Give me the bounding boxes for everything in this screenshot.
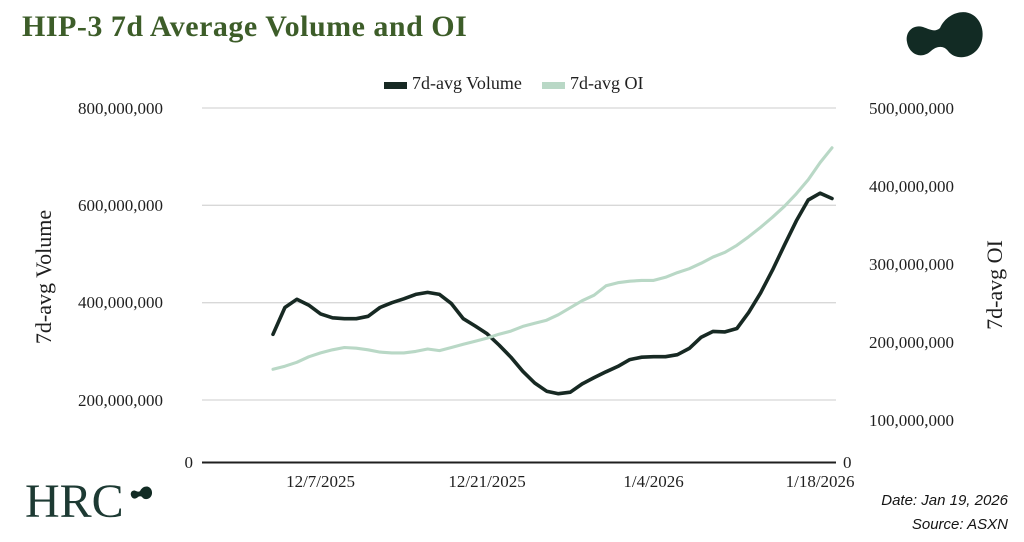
left-axis-tick: 800,000,000 (78, 98, 163, 118)
right-axis-tick: 200,000,000 (869, 332, 954, 352)
right-axis-zero-label: 0 (843, 453, 852, 472)
footer-brand: HRC (25, 475, 153, 528)
footer-date: Date: Jan 19, 2026 (881, 492, 1008, 509)
page-title: HIP-3 7d Average Volume and OI (22, 10, 468, 43)
left-axis-tick: 600,000,000 (78, 195, 163, 215)
right-axis-tick: 500,000,000 (869, 98, 954, 118)
left-axis-tick: 400,000,000 (78, 293, 163, 313)
x-axis-tick: 1/18/2026 (785, 472, 855, 491)
legend-label-volume: 7d-avg Volume (412, 73, 522, 93)
legend-item-volume: 7d-avg Volume (384, 64, 522, 93)
legend-item-oi: 7d-avg OI (542, 64, 644, 93)
left-axis-zero-label: 0 (184, 453, 194, 472)
legend-label-oi: 7d-avg OI (570, 73, 644, 93)
footer-brand-logo-icon (130, 486, 153, 500)
legend-swatch-oi-icon (542, 82, 565, 89)
left-axis-tick: 200,000,000 (78, 390, 163, 410)
footer-source: Source: ASXN (911, 516, 1008, 533)
right-axis-tick: 400,000,000 (869, 176, 954, 196)
brand-logo-icon (906, 12, 983, 58)
series-line-volume (271, 191, 834, 396)
series-line-oi (271, 146, 834, 371)
right-axis-tick: 300,000,000 (869, 254, 954, 274)
x-axis-tick: 12/21/2025 (448, 472, 526, 491)
legend-swatch-volume-icon (384, 82, 407, 89)
x-axis-tick: 12/7/2025 (286, 472, 356, 491)
footer-brand-text: HRC (25, 475, 124, 528)
footer-meta: Date: Jan 19, 2026 Source: ASXN (708, 492, 1008, 533)
x-axis-tick: 1/4/2026 (623, 472, 684, 491)
right-axis-tick: 100,000,000 (869, 410, 954, 430)
